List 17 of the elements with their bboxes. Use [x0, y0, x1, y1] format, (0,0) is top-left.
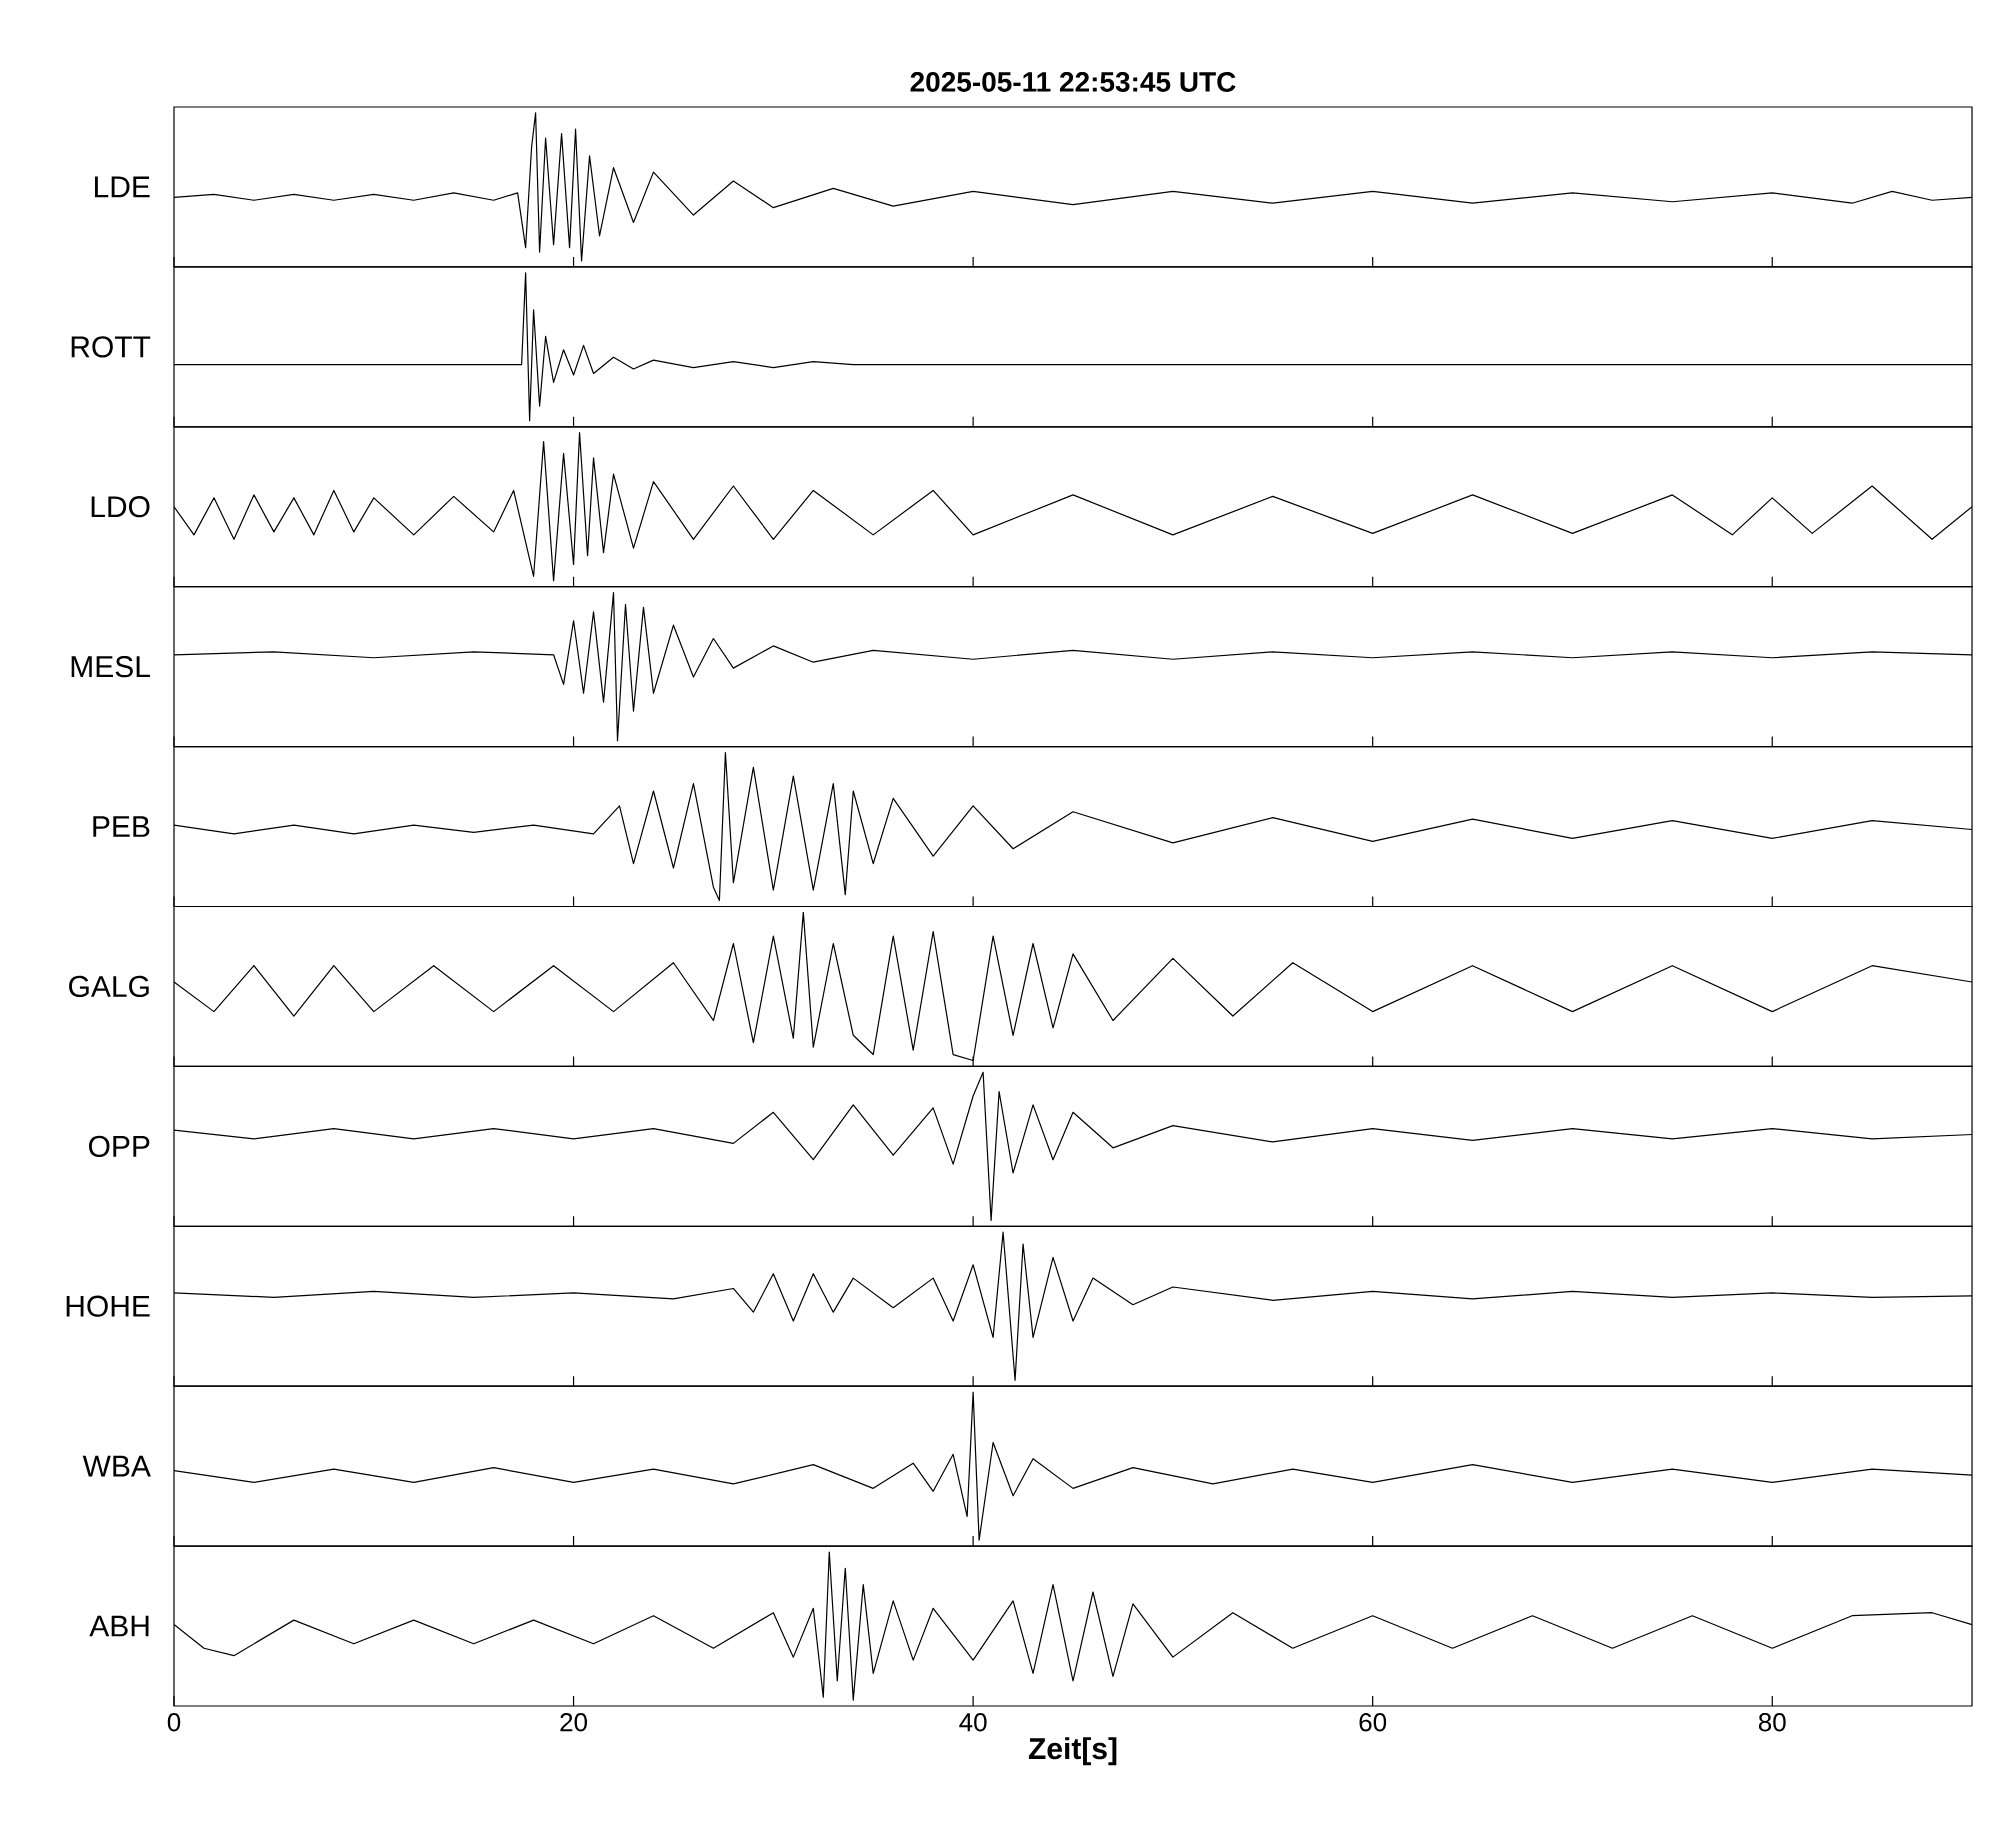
y-axis-title: MESL — [71, 656, 150, 678]
y-axis-title: GALG — [69, 975, 149, 998]
y-axis-title: HOHE — [66, 1295, 150, 1317]
y-axis-title: WBA — [82, 1455, 151, 1477]
x-tick-label: 20 — [560, 1713, 588, 1732]
x-tick-label: 80 — [1758, 1713, 1786, 1732]
y-axis-title: OPP — [88, 1135, 150, 1157]
y-axis-title: PEB — [93, 816, 150, 837]
chart-title: 2025-05-11 22:53:45 UTC — [910, 72, 1236, 92]
y-axis-title: LDE — [95, 176, 150, 198]
x-tick-label: 40 — [959, 1713, 987, 1732]
x-axis-title: Zeit[s] — [1028, 1737, 1117, 1766]
x-tick-label: 0 — [167, 1713, 181, 1732]
y-axis-title: LDO — [91, 496, 150, 518]
y-axis-title: ABH — [89, 1615, 149, 1637]
x-tick-label: 60 — [1359, 1713, 1387, 1732]
y-axis-title: ROTT — [71, 336, 151, 358]
